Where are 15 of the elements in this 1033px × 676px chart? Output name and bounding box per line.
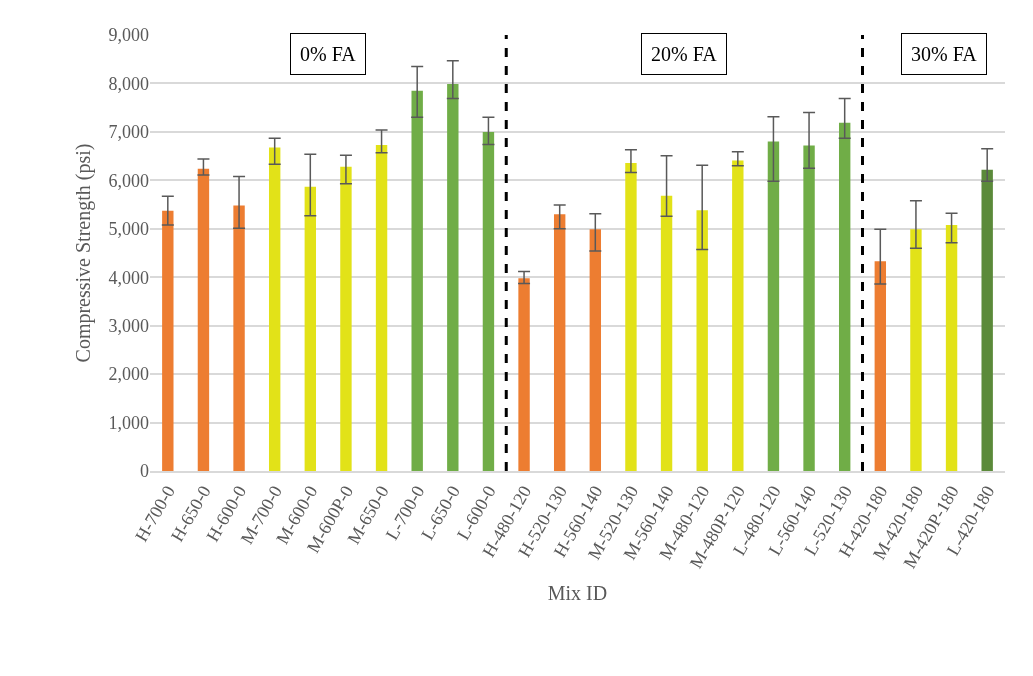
y-tick-label: 5,000 xyxy=(108,219,149,240)
y-tick-label: 9,000 xyxy=(108,25,149,46)
annotation: 0% FA xyxy=(300,43,357,65)
x-axis-title: Mix ID xyxy=(547,581,608,604)
annotation: 20% FA xyxy=(651,43,718,65)
y-tick-label: 7,000 xyxy=(108,122,149,143)
y-tick-label: 6,000 xyxy=(108,170,149,191)
y-tick-label: 0 xyxy=(140,461,149,482)
annotation: 30% FA xyxy=(911,43,978,65)
y-tick-label: 2,000 xyxy=(108,364,149,385)
y-tick-label: 3,000 xyxy=(108,315,149,336)
y-tick-label: 4,000 xyxy=(108,267,149,288)
y-tick-label: 8,000 xyxy=(108,73,149,94)
y-axis-title: Compressive Strength (psi) xyxy=(72,143,95,363)
y-tick-label: 1,000 xyxy=(108,412,149,433)
